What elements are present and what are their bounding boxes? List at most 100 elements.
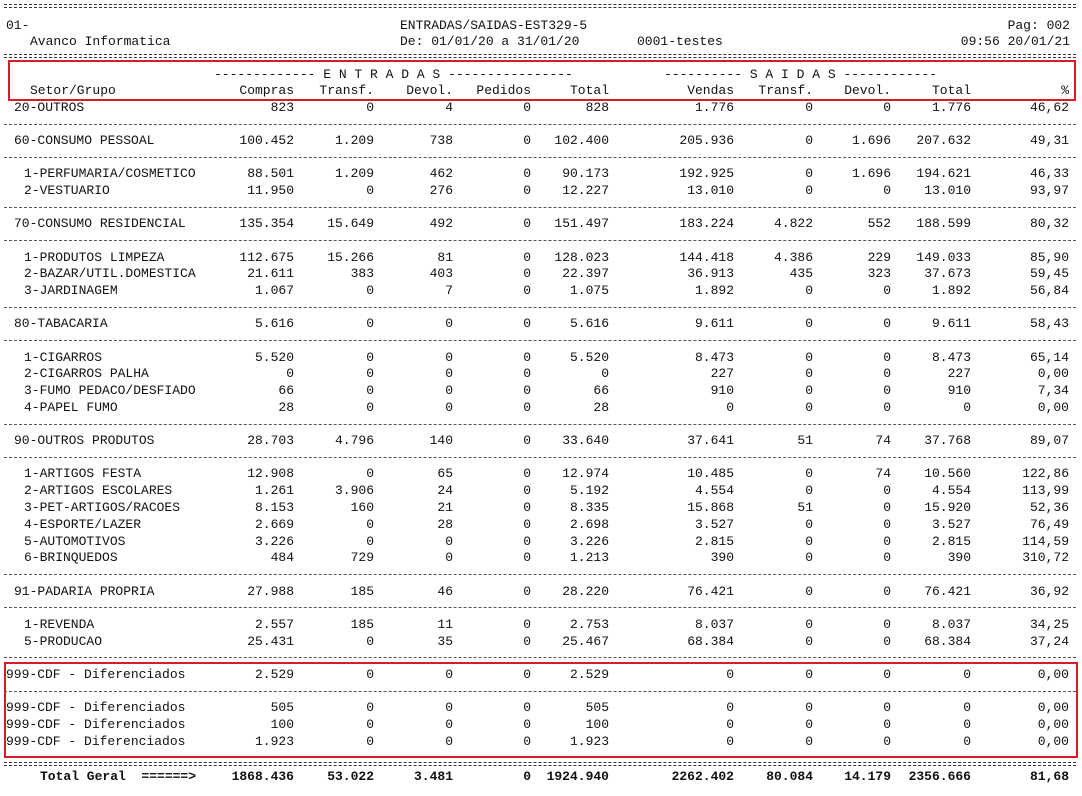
cell-transf-entrada: 3.906 [334, 483, 374, 499]
cell-vendas: 3.527 [694, 516, 734, 532]
total-row: Total Geral ======> 1868.436 53.022 3.481 0 1… [0, 769, 1082, 786]
cell-pedidos: 0 [523, 483, 531, 499]
cell-devol-entrada: 7 [445, 283, 453, 299]
cell-compras: 88.501 [247, 166, 294, 182]
cell-transf-entrada: 0 [366, 516, 374, 532]
group-row: 2-BAZAR/UTIL.DOMESTICA 21.611 383 403 0 22.39… [0, 266, 1082, 283]
group-row: 2-CIGARROS PALHA 0 0 0 0 0 227 0 0 227 0,00 [0, 366, 1082, 383]
row-label: 1-CIGARROS [24, 349, 103, 365]
cell-compras: 21.611 [247, 266, 294, 282]
cell-percentual: 52,36 [1029, 500, 1069, 515]
row-label: 4-ESPORTE/LAZER [24, 516, 142, 532]
cell-total-entrada: 5.616 [569, 316, 609, 332]
row-label: 2-CIGARROS PALHA [24, 366, 149, 382]
cell-percentual: 37,24 [1029, 633, 1069, 649]
cell-percentual: 0,00 [1037, 700, 1069, 715]
cell-total-saida: 0 [963, 666, 971, 682]
cell-devol-entrada: 24 [437, 483, 453, 499]
cell-transf-entrada: 185 [350, 583, 374, 599]
cell-percentual: 93,97 [1029, 183, 1069, 199]
cell-vendas: 8.473 [694, 349, 734, 365]
cell-transf-saida: 0 [805, 383, 813, 399]
cell-percentual: 0,00 [1037, 666, 1069, 682]
cell-total-saida: 188.599 [916, 216, 971, 232]
cell-pedidos: 0 [523, 666, 531, 682]
cell-vendas: 9.611 [694, 316, 734, 332]
cell-transf-saida: 0 [805, 633, 813, 649]
cell-pedidos: 0 [523, 433, 531, 449]
group-row: 3-FUMO PEDACO/DESFIADO 66 0 0 0 66 910 0 0 910 7,3… [0, 383, 1082, 400]
cell-total-saida: 207.632 [916, 133, 971, 149]
cell-vendas: 15.868 [687, 500, 734, 515]
cell-devol-saida: 1.696 [851, 166, 891, 182]
cell-devol-entrada: 81 [437, 249, 453, 265]
cell-transf-entrada: 0 [366, 533, 374, 549]
group-row: 1-ARTIGOS FESTA 12.908 0 65 0 12.974 10.485 0 74… [0, 466, 1082, 483]
cell-devol-entrada: 65 [437, 466, 453, 482]
cell-transf-entrada: 0 [366, 700, 374, 715]
section-row: 20-OUTROS 823 0 4 0 828 1.776 0 0 1.776 46,62 [0, 100, 1082, 117]
cell-vendas: 1.892 [694, 283, 734, 299]
cell-devol-saida: 0 [883, 316, 891, 332]
cell-transf-entrada: 0 [366, 666, 374, 682]
cell-percentual: 114,59 [1022, 533, 1069, 549]
cell-total-entrada: 102.400 [554, 133, 609, 149]
cell-transf-entrada: 0 [366, 466, 374, 482]
cell-transf-saida: 0 [805, 533, 813, 549]
cell-pedidos: 0 [523, 616, 531, 632]
cell-total-entrada: 2.529 [569, 666, 609, 682]
cell-vendas: 4.554 [694, 483, 734, 499]
cell-total-entrada: 12.974 [562, 466, 609, 482]
cell-total-entrada: 1.075 [569, 283, 609, 299]
cell-devol-saida: 552 [867, 216, 891, 232]
row-label: 3-PET-ARTIGOS/RACOES [24, 500, 181, 515]
cell-devol-entrada: 11 [437, 616, 453, 632]
cell-compras: 8.153 [254, 500, 294, 515]
entradas-group-label: ------------- E N T R A D A S ----------… [214, 67, 573, 82]
cell-transf-saida: 0 [805, 316, 813, 332]
cell-compras: 11.950 [247, 183, 294, 199]
row-separator [4, 423, 1076, 425]
cell-devol-saida: 0 [883, 616, 891, 632]
cell-total-entrada: 128.023 [554, 249, 609, 265]
cell-total-saida: 0 [963, 716, 971, 732]
cell-transf-saida: 435 [789, 266, 813, 282]
cell-total-entrada: 3.226 [569, 533, 609, 549]
cell-vendas: 0 [726, 733, 734, 749]
cell-devol-entrada: 0 [445, 349, 453, 365]
group-row: 3-JARDINAGEM 1.067 0 7 0 1.075 1.892 0 0 1.892 56,… [0, 283, 1082, 300]
cell-percentual: 76,49 [1029, 516, 1069, 532]
group-row: 5-AUTOMOTIVOS 3.226 0 0 0 3.226 2.815 0 0 2.815 11… [0, 534, 1082, 551]
cell-transf-saida: 0 [805, 349, 813, 365]
cell-total-saida: 194.621 [916, 166, 971, 182]
cell-compras: 5.520 [254, 349, 294, 365]
cell-total-entrada: 100 [585, 716, 609, 732]
cell-total-saida: 9.611 [931, 316, 971, 332]
cell-transf-saida: 0 [805, 733, 813, 749]
cell-transf-saida: 0 [805, 550, 813, 566]
cell-transf-saida: 0 [805, 400, 813, 415]
total-devol-entrada: 3.481 [413, 769, 453, 784]
cell-devol-entrada: 0 [445, 400, 453, 415]
column-header-total-saida: Total [931, 83, 971, 98]
cell-pedidos: 0 [523, 366, 531, 382]
cell-transf-entrada: 0 [366, 100, 374, 115]
cell-transf-saida: 0 [805, 466, 813, 482]
cell-total-entrada: 1.213 [569, 550, 609, 566]
cell-transf-entrada: 4.796 [334, 433, 374, 449]
total-vendas: 2262.402 [671, 769, 734, 784]
cell-percentual: 65,14 [1029, 349, 1069, 365]
page-number: Pag: 002 [1007, 18, 1070, 33]
cell-devol-saida: 0 [883, 633, 891, 649]
cell-percentual: 56,84 [1029, 283, 1069, 299]
cell-transf-entrada: 0 [366, 183, 374, 199]
cell-total-saida: 4.554 [931, 483, 971, 499]
cell-total-saida: 910 [947, 383, 971, 399]
cell-pedidos: 0 [523, 516, 531, 532]
cell-percentual: 34,25 [1029, 616, 1069, 632]
saidas-group-label: ---------- S A I D A S ------------ [664, 67, 938, 82]
cell-compras: 28.703 [247, 433, 294, 449]
total-total-saida: 2356.666 [908, 769, 971, 784]
cell-total-saida: 390 [947, 550, 971, 566]
